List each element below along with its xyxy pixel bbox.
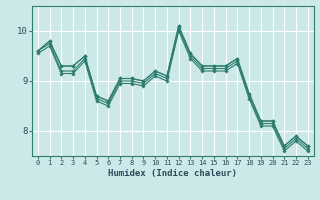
X-axis label: Humidex (Indice chaleur): Humidex (Indice chaleur) [108, 169, 237, 178]
